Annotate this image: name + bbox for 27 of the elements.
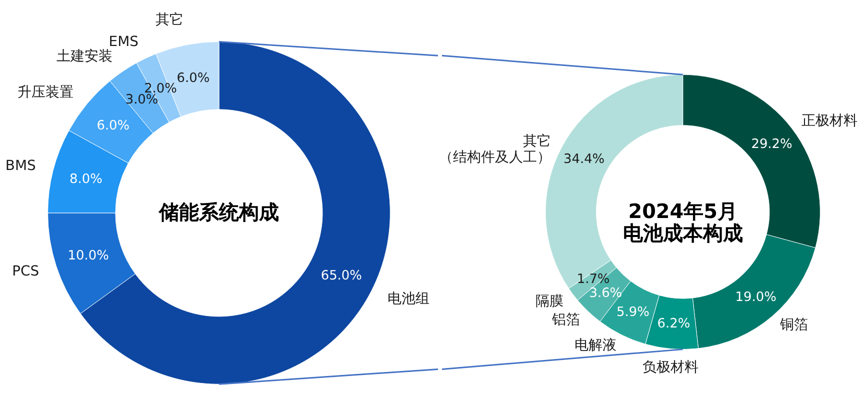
slice-label: 电池组 [388, 290, 430, 307]
slice-label: 铝箔 [550, 312, 580, 328]
data-label: 6.0% [176, 70, 210, 86]
data-label: 34.4% [563, 152, 605, 168]
data-label: 5.9% [616, 305, 650, 320]
slice-label: EMS [108, 34, 139, 50]
slice-label: 正极材料 [801, 113, 858, 130]
text: 储能系统构成 [158, 200, 279, 224]
data-label: 6.0% [96, 118, 130, 134]
slice-label: 铜箔 [779, 317, 808, 334]
text: 2024年5月电池成本构成 [622, 200, 743, 245]
slice-label: BMS [5, 158, 36, 174]
data-label: 8.0% [70, 172, 102, 187]
data-label: 3.6% [589, 286, 622, 302]
data-label: 10.0% [68, 248, 109, 264]
slice-label: 负极材料 [642, 360, 699, 376]
data-label: 65.0% [320, 268, 362, 284]
slice-label: PCS [12, 263, 40, 280]
slice-label: 升压装置 [17, 84, 74, 100]
slice-label: 其它 [156, 12, 184, 28]
data-label: 19.0% [735, 290, 776, 305]
data-label: 29.2% [751, 136, 792, 152]
data-label: 6.2% [657, 316, 690, 332]
slice-label: 隔膜 [535, 294, 564, 310]
slice-label: 电解液 [574, 338, 616, 354]
slice-label: 土建安装 [56, 48, 113, 64]
slice-label: 其它（结构件及人工） [439, 134, 552, 166]
